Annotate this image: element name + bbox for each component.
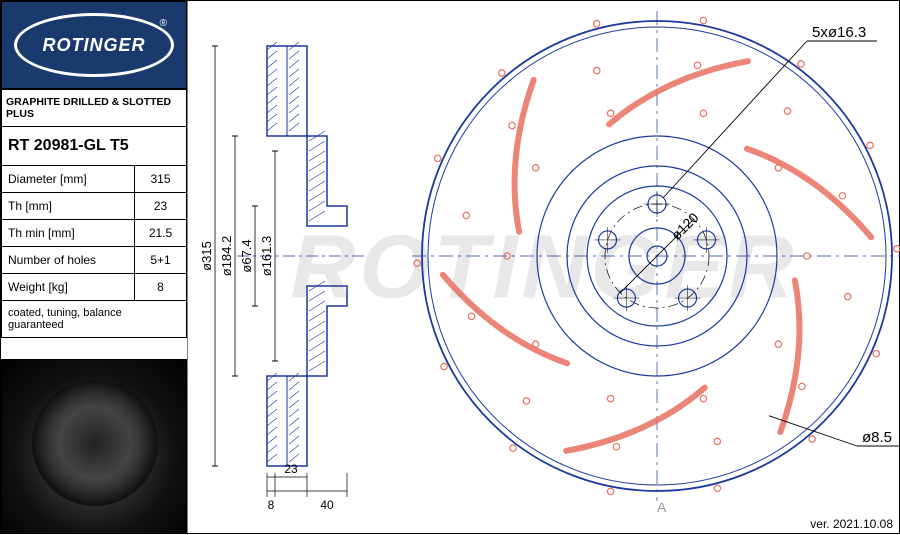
spec-value: 5+1: [135, 247, 187, 274]
spec-note: coated, tuning, balance guaranteed: [2, 301, 187, 338]
spec-value: 8: [135, 274, 187, 301]
brand-logo: ROTINGER ®: [1, 1, 187, 89]
svg-text:5xø16.3: 5xø16.3: [812, 24, 866, 41]
table-row: Diameter [mm]315: [2, 166, 187, 193]
spec-table: GRAPHITE DRILLED & SLOTTED PLUS RT 20981…: [1, 89, 187, 338]
svg-text:40: 40: [320, 498, 334, 512]
spec-value: 21.5: [135, 220, 187, 247]
part-number: RT 20981-GL T5: [2, 127, 187, 166]
spec-label: Diameter [mm]: [2, 166, 135, 193]
svg-text:ø161.3: ø161.3: [259, 236, 274, 276]
table-row: Th [mm]23: [2, 193, 187, 220]
registered-icon: ®: [160, 18, 167, 29]
svg-text:8: 8: [268, 498, 275, 512]
spec-label: Th min [mm]: [2, 220, 135, 247]
svg-text:ø67.4: ø67.4: [239, 239, 254, 272]
spec-label: Th [mm]: [2, 193, 135, 220]
svg-text:ø120: ø120: [668, 209, 702, 243]
technical-drawing: ROTINGER ø315ø184.2ø67.4ø161.3823405xø16…: [187, 1, 900, 535]
drawing-svg: ø315 ø184.2 ø67.4 ø161.3 8 23 40 5xø16.3 ø120 ø8.…: [187, 1, 900, 535]
product-photo: [1, 359, 187, 534]
spec-label: Weight [kg]: [2, 274, 135, 301]
spec-value: 315: [135, 166, 187, 193]
product-title: GRAPHITE DRILLED & SLOTTED PLUS: [2, 90, 187, 127]
svg-text:ø315: ø315: [199, 241, 214, 271]
view-letter: A: [657, 499, 666, 515]
svg-text:23: 23: [284, 462, 298, 476]
brand-name: ROTINGER: [42, 35, 145, 56]
spec-panel: ROTINGER ® GRAPHITE DRILLED & SLOTTED PL…: [1, 1, 187, 535]
table-row: Number of holes5+1: [2, 247, 187, 274]
svg-text:ø8.5: ø8.5: [862, 429, 892, 446]
version-label: ver. 2021.10.08: [810, 517, 893, 531]
spec-value: 23: [135, 193, 187, 220]
table-row: Th min [mm]21.5: [2, 220, 187, 247]
table-row: Weight [kg]8: [2, 274, 187, 301]
logo-oval: ROTINGER ®: [14, 13, 174, 77]
spec-label: Number of holes: [2, 247, 135, 274]
svg-text:ø184.2: ø184.2: [219, 236, 234, 276]
